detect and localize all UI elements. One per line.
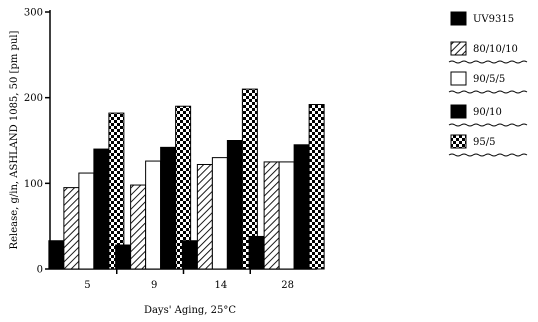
x-tick-label-1: 9 [151,280,157,291]
legend-swatch-2 [450,71,467,86]
y-tick-label-0: 0 [37,265,43,276]
bar-9010-day-9 [160,146,177,270]
legend-swatch-3 [450,104,467,119]
legend-swatch-4 [450,134,467,149]
y-tick-label-1: 100 [24,179,43,190]
bar-801010-day-28 [263,161,280,270]
bar-801010-day-5 [63,187,80,270]
x-tick-label-0: 5 [84,280,90,291]
legend: UV9315 80/10/10 90/5/5 90/10 95/5 [448,11,528,157]
legend-subcaption-mark-3 [448,123,528,127]
legend-label-0: UV9315 [473,14,514,25]
legend-swatch-0 [450,11,467,26]
bar-9055-day-9 [145,160,162,270]
bar-UV9315-day-5 [48,240,65,270]
legend-label-4: 95/5 [473,137,495,148]
bar-9055-day-5 [78,172,95,270]
x-tick-label-3: 28 [281,280,294,291]
y-tick-label-2: 200 [24,93,43,104]
y-ticks: 0 100 200 300 [24,8,50,276]
bar-UV9315-day-14 [181,240,198,270]
legend-label-1: 80/10/10 [473,44,518,55]
y-axis-label: Release, g/in, ASHLAND 1085, 50 [pm pul] [9,30,20,249]
x-axis-label: Days' Aging, 25°C [144,305,236,316]
bar-801010-day-9 [130,184,147,270]
legend-subcaption-mark-1 [448,60,528,64]
bar-9010-day-28 [293,144,310,270]
bars [48,88,325,270]
legend-label-2: 90/5/5 [473,74,505,85]
x-ticks: 5 9 14 28 [84,269,294,291]
bar-9055-day-28 [278,161,295,270]
bar-801010-day-14 [196,163,213,270]
x-tick-label-2: 14 [215,280,228,291]
bar-UV9315-day-28 [248,235,265,270]
bar-9010-day-5 [93,148,110,270]
bar-9055-day-14 [211,157,228,270]
legend-subcaption-mark-2 [448,90,528,94]
legend-label-3: 90/10 [473,107,502,118]
bar-9010-day-14 [226,140,243,270]
bar-UV9315-day-9 [115,244,132,270]
y-tick-label-3: 300 [24,8,43,19]
bar-955-day-28 [308,104,325,270]
legend-subcaption-mark-4 [448,153,528,157]
legend-swatch-1 [450,41,467,56]
